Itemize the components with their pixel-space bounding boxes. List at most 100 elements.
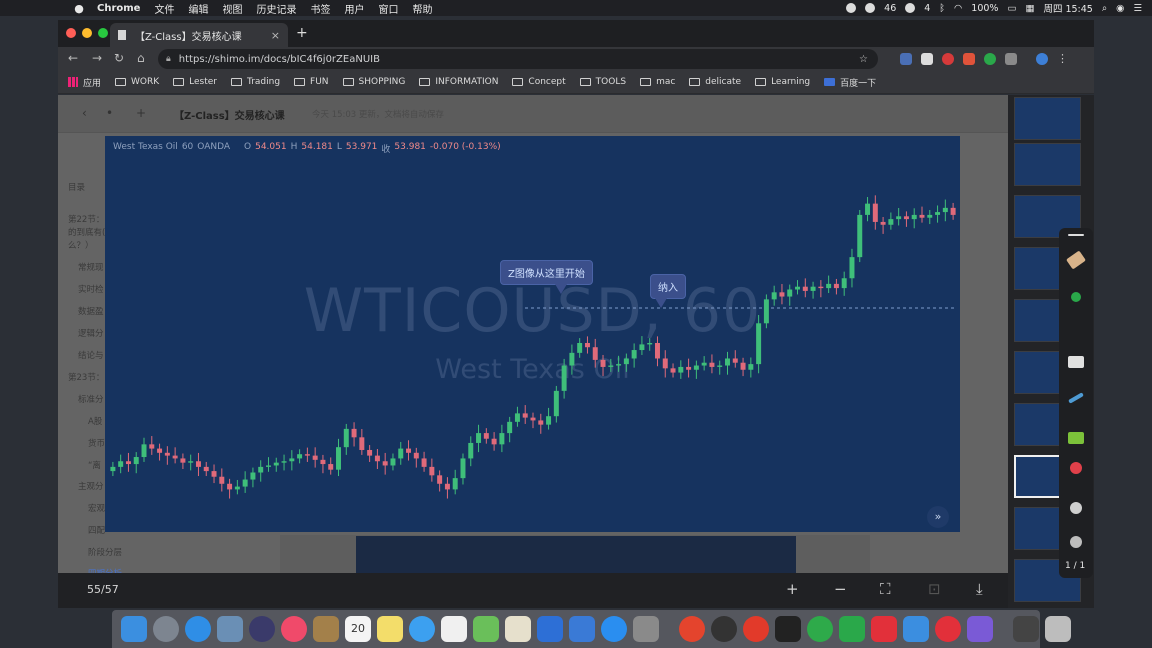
palette-minimize-icon[interactable] xyxy=(1068,234,1084,236)
home-icon[interactable]: ⌂ xyxy=(137,51,145,65)
keynote-icon[interactable] xyxy=(569,616,595,642)
menu-bookmarks[interactable]: 书签 xyxy=(310,4,331,16)
outline-item[interactable]: 么？） xyxy=(68,241,94,251)
back-icon[interactable]: ← xyxy=(68,51,79,65)
new-tab-icon[interactable]: + xyxy=(296,25,308,41)
music-icon[interactable] xyxy=(281,616,307,642)
tradingview-icon[interactable] xyxy=(711,616,737,642)
highlight-tool-icon[interactable] xyxy=(1068,432,1084,444)
outline-item[interactable]: 目录 xyxy=(68,183,86,193)
lock-icon[interactable]: 🔒︎ xyxy=(166,54,171,64)
outline-item[interactable]: 逻辑分 xyxy=(78,329,104,339)
bookmark-baidu[interactable]: 百度一下 xyxy=(824,76,876,89)
finder-icon[interactable] xyxy=(121,616,147,642)
zoom-out-icon[interactable]: − xyxy=(834,580,847,598)
outline-item[interactable]: 宏观 xyxy=(88,504,106,514)
spotlight-icon[interactable]: ⌕ xyxy=(1101,2,1108,14)
outline-item[interactable]: 数据盈 xyxy=(78,307,104,317)
preview-icon[interactable] xyxy=(217,616,243,642)
status-badge-46[interactable]: 46 xyxy=(884,2,897,14)
original-size-icon[interactable]: ⊡ xyxy=(928,580,941,598)
menu-edit[interactable]: 编辑 xyxy=(188,4,209,16)
mail-icon[interactable] xyxy=(903,616,929,642)
menu-file[interactable]: 文件 xyxy=(154,4,175,16)
app-icon[interactable] xyxy=(743,616,769,642)
bookmark-star-icon[interactable]: ☆ xyxy=(859,53,868,65)
netease-music-icon[interactable] xyxy=(935,616,961,642)
evernote-dock-icon[interactable] xyxy=(839,616,865,642)
bookmark-folder[interactable]: delicate xyxy=(689,77,741,87)
bluetooth-icon[interactable]: ᛒ xyxy=(939,2,945,14)
battery-icon[interactable]: ▭ xyxy=(1007,2,1017,14)
chat-icon[interactable] xyxy=(905,3,916,13)
outline-item[interactable]: 结论与 xyxy=(78,351,104,361)
status-app-icon[interactable] xyxy=(865,3,876,13)
qq-icon[interactable] xyxy=(775,616,801,642)
battery-level[interactable]: 100% xyxy=(971,2,999,14)
system-preferences-icon[interactable] xyxy=(633,616,659,642)
menu-help[interactable]: 帮助 xyxy=(412,4,433,16)
extension-icon[interactable] xyxy=(921,53,933,65)
url-text[interactable]: https://shimo.im/docs/bIC4f6j0rZEaNUIB xyxy=(178,53,380,65)
close-window-button[interactable] xyxy=(66,28,76,38)
outline-item[interactable]: 的到底有(. xyxy=(68,228,109,238)
stamp-tool-icon[interactable] xyxy=(1070,502,1082,514)
doc-more-icon[interactable]: • xyxy=(106,106,114,120)
numbers-icon[interactable] xyxy=(537,616,563,642)
thumbnail[interactable] xyxy=(1014,97,1081,140)
maps-icon[interactable] xyxy=(473,616,499,642)
bookmark-folder[interactable]: WORK xyxy=(115,77,159,87)
browser-tab[interactable]: 【Z-Class】交易核心课 × xyxy=(110,23,288,47)
outline-item[interactable]: 主观分 xyxy=(78,482,104,492)
wechat-icon[interactable] xyxy=(807,616,833,642)
outline-item[interactable]: 第22节： xyxy=(68,215,105,225)
rectangle-tool-icon[interactable] xyxy=(1068,356,1084,368)
close-tab-icon[interactable]: × xyxy=(270,28,280,42)
extension-icon[interactable] xyxy=(963,53,975,65)
bookmark-folder[interactable]: Trading xyxy=(231,77,280,87)
profile-avatar[interactable] xyxy=(1036,53,1048,65)
trash-icon[interactable] xyxy=(1045,616,1071,642)
outline-item[interactable]: “离 xyxy=(88,461,101,471)
color-picker-icon[interactable] xyxy=(1070,462,1082,474)
notes-icon[interactable] xyxy=(377,616,403,642)
zoom-window-button[interactable] xyxy=(98,28,108,38)
media-player-icon[interactable] xyxy=(967,616,993,642)
notification-center-icon[interactable]: ☰ xyxy=(1133,2,1142,14)
outline-item[interactable]: 阶段分层 xyxy=(88,548,123,558)
clock[interactable]: 周四 15:45 xyxy=(1043,4,1093,15)
settings-gear-icon[interactable] xyxy=(1070,536,1082,548)
menu-people[interactable]: 用户 xyxy=(344,4,365,16)
evernote-icon[interactable] xyxy=(984,53,996,65)
outline-item[interactable]: 四配 xyxy=(88,526,106,536)
apple-menu-icon[interactable]: ● xyxy=(74,1,84,15)
bookmark-folder[interactable]: mac xyxy=(640,77,675,87)
bookmark-folder[interactable]: Lester xyxy=(173,77,217,87)
outline-item[interactable]: 货币 xyxy=(88,439,106,449)
address-bar[interactable]: 🔒︎ https://shimo.im/docs/bIC4f6j0rZEaNUI… xyxy=(158,49,878,69)
record-icon[interactable] xyxy=(846,3,857,13)
messages-icon[interactable] xyxy=(409,616,435,642)
extension-icon[interactable] xyxy=(900,53,912,65)
downloads-stack-icon[interactable] xyxy=(1013,616,1039,642)
menu-history[interactable]: 历史记录 xyxy=(256,4,297,16)
outline-item[interactable]: 实时检 xyxy=(78,285,104,295)
bookmark-apps[interactable]: 应用 xyxy=(68,76,101,89)
menu-window[interactable]: 窗口 xyxy=(378,4,399,16)
reminders-icon[interactable] xyxy=(441,616,467,642)
outline-item[interactable]: A股 xyxy=(88,417,103,427)
notebook-icon[interactable] xyxy=(313,616,339,642)
chrome-menu-icon[interactable]: ⋮ xyxy=(1057,52,1068,65)
marker-tool-icon[interactable] xyxy=(1071,292,1081,302)
doc-back-icon[interactable]: ‹ xyxy=(82,106,87,120)
chrome-icon[interactable] xyxy=(679,616,705,642)
outline-item[interactable]: 第23节： xyxy=(68,373,105,383)
line-tool-icon[interactable] xyxy=(1068,392,1084,404)
bookmark-folder[interactable]: Learning xyxy=(755,77,810,87)
xmind-icon[interactable] xyxy=(871,616,897,642)
bookmark-folder[interactable]: Concept xyxy=(512,77,566,87)
thumbnail[interactable] xyxy=(1014,143,1081,186)
calendar-icon[interactable]: 20 xyxy=(345,616,371,642)
zoom-in-icon[interactable]: + xyxy=(786,580,799,598)
fit-screen-icon[interactable]: ⛶ xyxy=(880,580,891,598)
